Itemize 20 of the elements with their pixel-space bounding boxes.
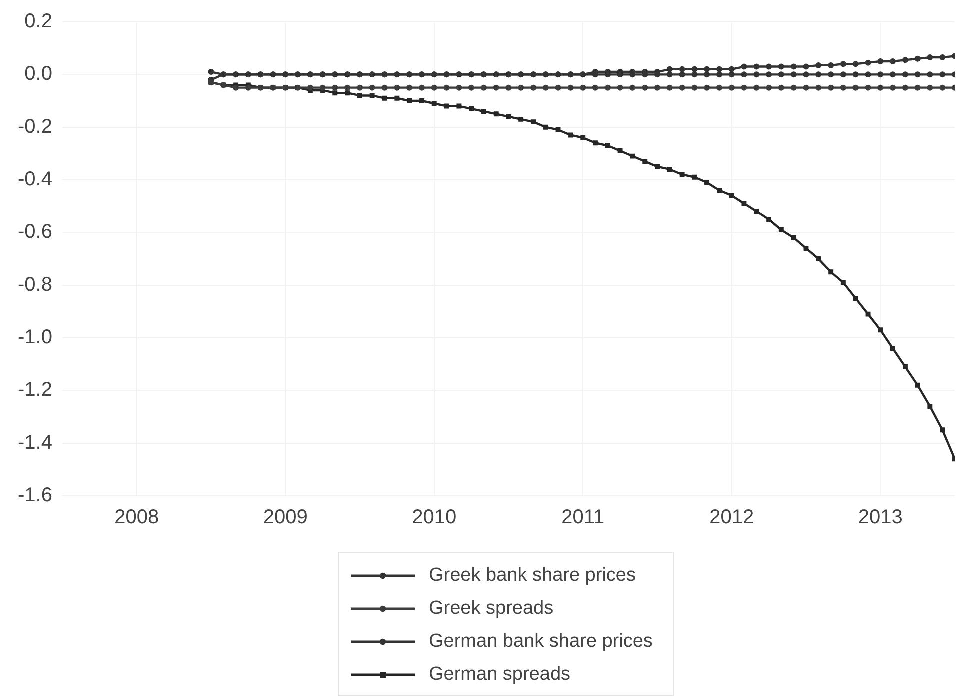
- x-tick-label: 2010: [412, 506, 457, 529]
- y-tick-label: -0.6: [18, 221, 52, 244]
- y-tick-label: -0.8: [18, 274, 52, 296]
- x-tick-label: 2009: [263, 506, 308, 529]
- legend-label: German spreads: [429, 664, 571, 686]
- legend-label: German bank share prices: [429, 630, 653, 652]
- y-tick-label: -1.2: [18, 379, 52, 402]
- y-tick-label: 0.2: [24, 10, 52, 33]
- y-tick-label: -0.4: [18, 168, 52, 191]
- y-tick-label: -1.4: [18, 432, 52, 454]
- y-tick-label: -0.2: [18, 116, 52, 138]
- y-tick-label: -1.0: [18, 326, 52, 349]
- x-tick-label: 2013: [858, 506, 903, 529]
- x-tick-label: 2011: [562, 506, 605, 529]
- x-tick-label: 2008: [114, 506, 160, 529]
- y-tick-label: -1.6: [18, 484, 52, 507]
- x-tick-label: 2012: [710, 506, 754, 529]
- legend-label: Greek spreads: [429, 598, 554, 620]
- legend-label: Greek bank share prices: [429, 564, 636, 586]
- y-tick-label: 0.0: [24, 63, 52, 86]
